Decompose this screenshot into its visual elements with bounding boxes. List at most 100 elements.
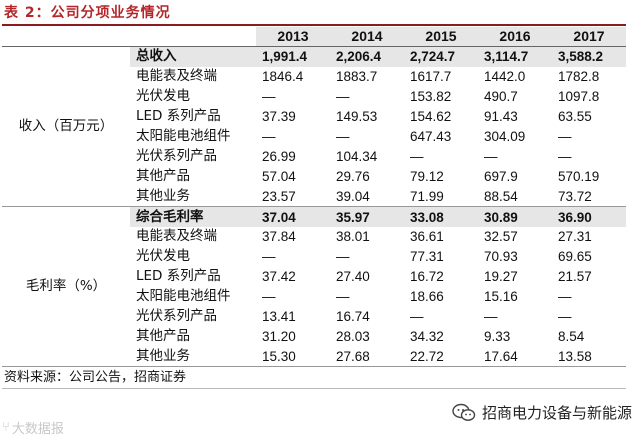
cell-value: 37.39 — [262, 109, 296, 125]
cell-value: 1617.7 — [410, 69, 452, 85]
cell-value: 21.57 — [558, 269, 592, 285]
cell-value: 37.42 — [262, 269, 296, 285]
cell-value: — — [558, 309, 572, 325]
row-label: LED 系列产品 — [136, 108, 221, 125]
year-header: 2014 — [330, 27, 404, 47]
cell-value: 27.68 — [330, 346, 404, 368]
cell-value: 32.57 — [484, 229, 518, 245]
year-header: 2017 — [552, 27, 626, 47]
cell-value: 31.20 — [262, 328, 296, 344]
cell-value: 154.62 — [410, 109, 452, 125]
cell-value: 35.97 — [330, 206, 404, 228]
cell-value: 39.04 — [330, 186, 404, 208]
cell-value: 37.84 — [262, 229, 296, 245]
cell-value: 91.43 — [484, 109, 518, 125]
row-label: 综合毛利率 — [130, 206, 256, 228]
cell-value: — — [262, 129, 276, 144]
top-rule — [2, 24, 626, 26]
watermark-right-text: 招商电力设备与新能源 — [481, 404, 632, 422]
cell-value: — — [558, 129, 572, 144]
table-row: 太阳能电池组件 — — 647.43 304.09 — — [2, 127, 626, 147]
cell-value: 18.66 — [410, 289, 444, 305]
cell-value: 63.55 — [558, 109, 592, 125]
table-title: 表 2：公司分项业务情况 — [4, 5, 171, 21]
cell-value: 33.08 — [404, 206, 478, 228]
cell-value: — — [336, 289, 350, 305]
row-label: 光伏系列产品 — [136, 147, 217, 164]
row-label: 其他业务 — [130, 186, 256, 208]
cell-value: 1097.8 — [558, 89, 600, 105]
table-row: 其他业务 15.30 27.68 22.72 17.64 13.58 — [2, 346, 626, 368]
cell-value: 13.58 — [552, 346, 626, 368]
cell-value: 3,114.7 — [478, 45, 552, 67]
cell-value: 149.53 — [336, 109, 378, 125]
cell-value: — — [558, 148, 572, 164]
cell-value: 71.99 — [404, 186, 478, 208]
table-row: 电能表及终端 37.84 38.01 36.61 32.57 27.31 — [2, 227, 626, 247]
row-label: 太阳能电池组件 — [136, 288, 231, 305]
cell-value: — — [262, 289, 276, 305]
bottom-rule — [2, 388, 626, 389]
wechat-icon — [452, 403, 476, 421]
cell-value: 153.82 — [410, 89, 452, 105]
row-label: 光伏发电 — [136, 248, 190, 265]
cell-value: 1442.0 — [484, 69, 526, 85]
cell-value: 19.27 — [484, 269, 518, 285]
header-row: 2013 2014 2015 2016 2017 — [2, 27, 626, 47]
cell-value: 88.54 — [478, 186, 552, 208]
cell-value: — — [410, 309, 424, 325]
table-row: LED 系列产品 37.39 149.53 154.62 91.43 63.55 — [2, 107, 626, 127]
cell-value: 3,588.2 — [552, 45, 626, 67]
header-blank — [130, 27, 256, 47]
cell-value: 22.72 — [404, 346, 478, 368]
summary-row: 收入（百万元） 总收入 1,991.4 2,206.4 2,724.7 3,114.7 3,… — [2, 45, 626, 208]
cell-value: — — [410, 148, 424, 164]
cell-value: 37.04 — [256, 206, 330, 228]
cell-value: 570.19 — [558, 168, 600, 184]
cell-value: 30.89 — [478, 206, 552, 228]
row-label: 光伏系列产品 — [136, 308, 217, 325]
cell-value: 73.72 — [552, 186, 626, 208]
header-blank — [2, 27, 130, 47]
cell-value: — — [336, 249, 350, 265]
cell-value: 647.43 — [410, 129, 452, 144]
row-label: 其他产品 — [136, 327, 190, 344]
cell-value: 1846.4 — [262, 69, 304, 85]
cell-value: — — [484, 309, 498, 325]
cell-value: 2,724.7 — [404, 45, 478, 67]
table-row: 光伏系列产品 13.41 16.74 — — — — [2, 307, 626, 327]
cell-value: — — [262, 89, 276, 105]
row-label: 电能表及终端 — [136, 68, 217, 85]
cell-value: 1782.8 — [558, 69, 600, 85]
revenue-section: 收入（百万元） 总收入 1,991.4 2,206.4 2,724.7 3,114.7 3,… — [2, 45, 626, 208]
year-header: 2016 — [478, 27, 552, 47]
cell-value: 490.7 — [484, 89, 518, 105]
cell-value: 1,991.4 — [256, 45, 330, 67]
cell-value: 15.16 — [484, 289, 518, 305]
cell-value: 23.57 — [256, 186, 330, 208]
cell-value: 697.9 — [484, 168, 518, 184]
cell-value: 69.65 — [558, 249, 592, 265]
cell-value: 26.99 — [262, 148, 296, 164]
row-label: 其他产品 — [136, 167, 190, 184]
cell-value: 1883.7 — [336, 69, 378, 85]
cell-value: 16.74 — [336, 309, 370, 325]
table-row: LED 系列产品 37.42 27.40 16.72 19.27 21.57 — [2, 267, 626, 287]
cell-value: 304.09 — [484, 129, 526, 144]
row-label: LED 系列产品 — [136, 268, 221, 285]
table-row: 光伏发电 — — 77.31 70.93 69.65 — [2, 247, 626, 267]
row-label: 总收入 — [130, 45, 256, 67]
watermark-left-text: 大数据报 — [11, 422, 64, 437]
cell-value: 15.30 — [256, 346, 330, 368]
row-label: 电能表及终端 — [136, 228, 217, 245]
table-row: 电能表及终端 1846.4 1883.7 1617.7 1442.0 1782.8 — [2, 67, 626, 87]
year-header: 2013 — [256, 27, 330, 47]
cell-value: 16.72 — [410, 269, 444, 285]
watermark-left: ⑂ 大数据报 — [2, 418, 64, 437]
business-segment-table: 2013 2014 2015 2016 2017 收入（百万元） 总收入 1,991… — [2, 27, 626, 368]
cell-value: 9.33 — [484, 328, 511, 344]
margin-section: 毛利率（%） 综合毛利率 37.04 35.97 33.08 30.89 36.90 电能表及… — [2, 206, 626, 368]
cell-value: — — [336, 89, 350, 105]
cell-value: 70.93 — [484, 249, 518, 265]
table-row: 其他产品 31.20 28.03 34.32 9.33 8.54 — [2, 326, 626, 346]
